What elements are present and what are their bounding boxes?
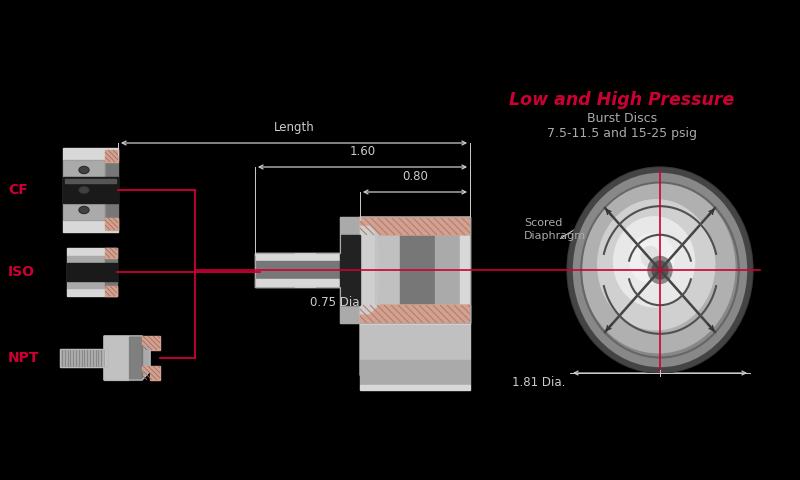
Ellipse shape <box>79 187 89 193</box>
Text: ISO: ISO <box>8 265 35 279</box>
Bar <box>105 150 118 162</box>
Bar <box>360 325 470 360</box>
Ellipse shape <box>630 234 674 284</box>
Ellipse shape <box>614 217 694 307</box>
Bar <box>340 235 360 270</box>
Bar <box>340 270 360 305</box>
Ellipse shape <box>567 167 753 373</box>
Text: 1.81 Dia.: 1.81 Dia. <box>512 376 565 389</box>
Bar <box>129 336 142 380</box>
Bar <box>105 256 117 288</box>
Polygon shape <box>360 305 470 390</box>
Bar <box>360 217 470 323</box>
Ellipse shape <box>582 183 735 353</box>
Ellipse shape <box>80 207 88 213</box>
Polygon shape <box>142 336 160 350</box>
Bar <box>105 160 118 220</box>
Text: 1.60: 1.60 <box>350 145 375 158</box>
Bar <box>105 218 118 230</box>
Text: Low and High Pressure: Low and High Pressure <box>510 91 734 109</box>
Bar <box>435 217 460 323</box>
Bar <box>67 263 117 281</box>
Polygon shape <box>142 366 160 380</box>
Bar <box>105 248 117 258</box>
Bar <box>63 160 105 220</box>
Polygon shape <box>360 217 470 235</box>
Bar <box>460 217 470 323</box>
Ellipse shape <box>80 188 88 192</box>
Bar <box>67 256 105 288</box>
Bar <box>400 217 435 323</box>
Bar <box>375 217 400 323</box>
Ellipse shape <box>80 168 88 172</box>
Bar <box>360 360 470 385</box>
Ellipse shape <box>80 188 88 192</box>
Ellipse shape <box>79 187 89 193</box>
Bar <box>67 248 117 256</box>
Bar <box>360 305 470 325</box>
Text: 7.5-11.5 and 15-25 psig: 7.5-11.5 and 15-25 psig <box>547 127 697 140</box>
Text: NPT: NPT <box>8 351 39 365</box>
Bar <box>65 179 116 182</box>
Bar <box>63 220 118 232</box>
Bar <box>360 385 470 390</box>
Text: Burst Discs: Burst Discs <box>587 111 657 124</box>
Bar <box>255 261 345 279</box>
Text: CF: CF <box>8 183 28 197</box>
Bar <box>105 286 117 296</box>
Text: Length: Length <box>274 121 314 134</box>
Bar <box>63 177 118 204</box>
Bar <box>60 349 108 367</box>
Bar <box>255 279 345 287</box>
Ellipse shape <box>570 170 750 370</box>
Bar <box>60 349 108 367</box>
Ellipse shape <box>570 170 750 370</box>
Ellipse shape <box>648 256 672 284</box>
Polygon shape <box>340 217 360 253</box>
Bar <box>63 160 105 220</box>
Bar <box>255 253 345 261</box>
Text: 0.80: 0.80 <box>402 170 428 183</box>
Bar <box>255 253 345 287</box>
Ellipse shape <box>79 167 89 173</box>
Polygon shape <box>104 336 150 380</box>
Ellipse shape <box>642 247 659 266</box>
Bar <box>104 336 129 380</box>
Ellipse shape <box>79 206 89 214</box>
Text: Scored
Diaphragm: Scored Diaphragm <box>524 218 586 241</box>
Ellipse shape <box>598 200 714 330</box>
Ellipse shape <box>652 261 668 279</box>
Bar <box>67 288 117 296</box>
Bar <box>63 148 118 160</box>
Polygon shape <box>360 305 470 323</box>
Bar <box>360 217 375 323</box>
Polygon shape <box>340 287 360 323</box>
Text: 0.75 Dia.: 0.75 Dia. <box>310 296 363 309</box>
